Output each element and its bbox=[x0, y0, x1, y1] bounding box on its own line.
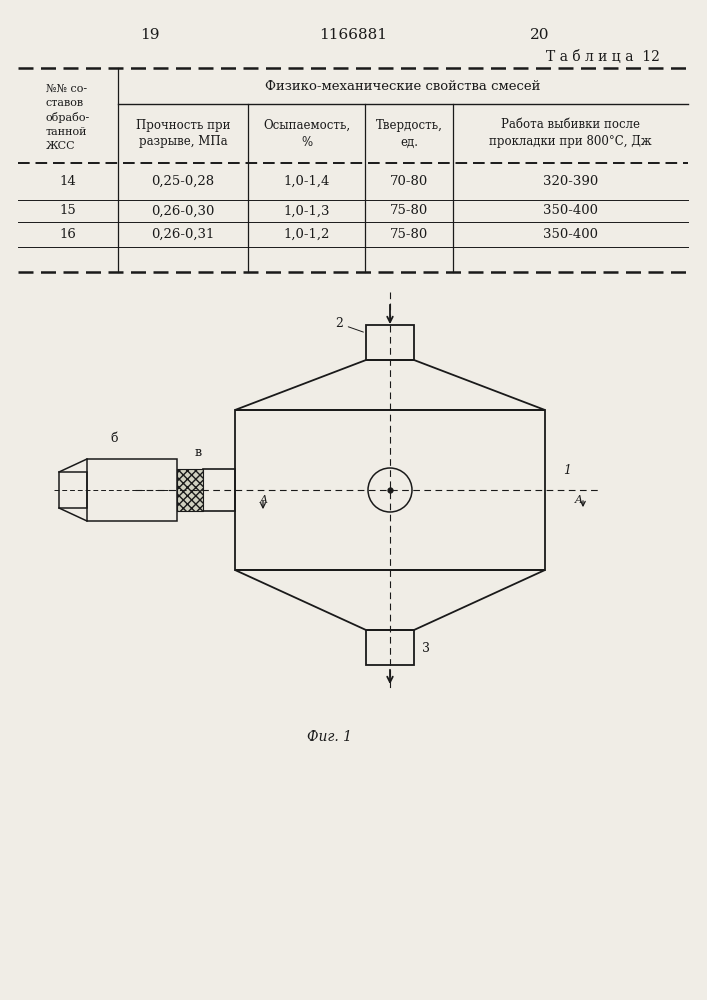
Text: в: в bbox=[194, 446, 201, 459]
Text: 2: 2 bbox=[335, 317, 363, 332]
Text: 1,0-1,2: 1,0-1,2 bbox=[284, 228, 329, 241]
Text: 19: 19 bbox=[140, 28, 160, 42]
Text: №№ со-
ставов
обрабо-
танной
ЖСС: №№ со- ставов обрабо- танной ЖСС bbox=[46, 84, 90, 151]
Text: 1,0-1,3: 1,0-1,3 bbox=[284, 205, 329, 218]
Text: 1166881: 1166881 bbox=[319, 28, 387, 42]
Text: 0,26-0,30: 0,26-0,30 bbox=[151, 205, 215, 218]
Text: Осыпаемость,
%: Осыпаемость, % bbox=[263, 118, 350, 148]
Text: 16: 16 bbox=[59, 228, 76, 241]
Text: 15: 15 bbox=[59, 205, 76, 218]
Text: 0,25-0,28: 0,25-0,28 bbox=[151, 175, 214, 188]
Bar bbox=[366, 630, 414, 665]
Text: 350-400: 350-400 bbox=[543, 228, 598, 241]
Text: 350-400: 350-400 bbox=[543, 205, 598, 218]
Text: 0,26-0,31: 0,26-0,31 bbox=[151, 228, 215, 241]
Text: 70-80: 70-80 bbox=[390, 175, 428, 188]
Text: Физико-механические свойства смесей: Физико-механические свойства смесей bbox=[265, 80, 541, 93]
Text: 1: 1 bbox=[563, 464, 571, 477]
Bar bbox=[59, 472, 87, 508]
Text: 20: 20 bbox=[530, 28, 550, 42]
Text: 320-390: 320-390 bbox=[543, 175, 598, 188]
Text: 14: 14 bbox=[59, 175, 76, 188]
Text: 3: 3 bbox=[422, 642, 430, 654]
Text: 75-80: 75-80 bbox=[390, 228, 428, 241]
Text: Работа выбивки после
прокладки при 800°С, Дж: Работа выбивки после прокладки при 800°С… bbox=[489, 118, 652, 148]
Text: 75-80: 75-80 bbox=[390, 205, 428, 218]
Bar bbox=[366, 325, 414, 360]
Text: A: A bbox=[260, 495, 268, 505]
Bar bbox=[235, 410, 545, 570]
Text: Твердость,
ед.: Твердость, ед. bbox=[375, 118, 443, 148]
Bar bbox=[203, 469, 235, 511]
Text: A: A bbox=[575, 495, 583, 505]
Text: 1,0-1,4: 1,0-1,4 bbox=[284, 175, 329, 188]
Text: Т а б л и ц а  12: Т а б л и ц а 12 bbox=[546, 50, 660, 64]
Bar bbox=[177, 469, 203, 511]
Text: Фиг. 1: Фиг. 1 bbox=[308, 730, 353, 744]
Text: б: б bbox=[110, 432, 118, 445]
Text: Прочность при
разрыве, МПа: Прочность при разрыве, МПа bbox=[136, 118, 230, 148]
Bar bbox=[87, 459, 177, 521]
